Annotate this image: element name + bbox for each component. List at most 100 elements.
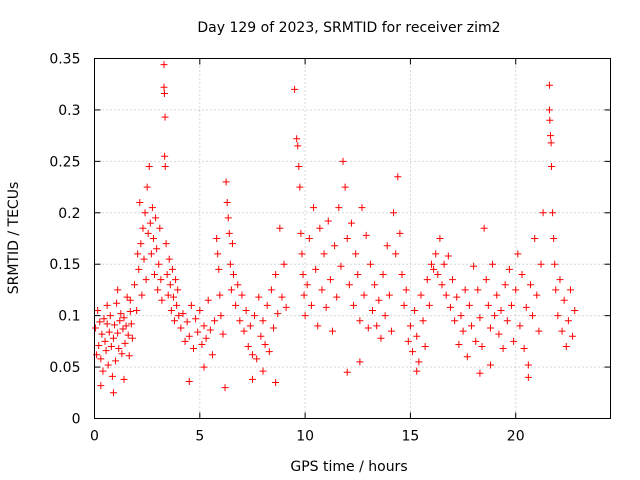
- data-point: [417, 291, 425, 299]
- data-point: [546, 116, 554, 124]
- y-tick-label: 0.35: [49, 52, 80, 68]
- data-point: [522, 303, 530, 311]
- data-point: [423, 276, 431, 284]
- data-point: [341, 183, 349, 191]
- data-point: [430, 265, 438, 273]
- data-point: [169, 293, 177, 301]
- data-point: [497, 307, 505, 314]
- data-point: [217, 312, 225, 320]
- data-point: [440, 260, 448, 268]
- data-point: [141, 209, 149, 217]
- data-point: [343, 368, 351, 376]
- data-point: [208, 351, 216, 359]
- data-point: [211, 317, 219, 325]
- data-point: [97, 355, 105, 363]
- data-point: [140, 255, 148, 263]
- data-point: [356, 358, 364, 366]
- data-point: [551, 260, 559, 268]
- data-point: [161, 163, 169, 170]
- data-point: [337, 262, 345, 270]
- data-point: [560, 296, 568, 304]
- data-point: [362, 231, 370, 239]
- data-point: [206, 326, 214, 334]
- data-point: [139, 224, 147, 232]
- y-tick-label: 0: [72, 412, 81, 428]
- data-point: [145, 163, 153, 170]
- data-point: [146, 219, 154, 227]
- data-point: [143, 183, 151, 191]
- data-point: [172, 276, 180, 284]
- data-point: [126, 308, 134, 316]
- data-point: [272, 271, 280, 278]
- data-point: [179, 310, 187, 318]
- data-point: [518, 271, 526, 278]
- data-point: [133, 307, 141, 314]
- data-point: [350, 301, 358, 309]
- data-point: [198, 340, 206, 348]
- data-point: [328, 327, 336, 335]
- data-point: [227, 286, 235, 294]
- data-point: [369, 307, 377, 314]
- data-point: [394, 173, 402, 181]
- data-point: [486, 324, 494, 332]
- data-point: [280, 260, 288, 268]
- data-point: [547, 139, 555, 147]
- data-point: [278, 293, 286, 301]
- data-point: [114, 286, 122, 294]
- data-point: [524, 361, 532, 369]
- data-point: [484, 301, 492, 309]
- data-point: [324, 217, 332, 225]
- data-point: [102, 347, 110, 355]
- data-point: [113, 299, 121, 307]
- data-point: [147, 250, 155, 258]
- data-point: [375, 296, 383, 304]
- data-point: [413, 332, 421, 340]
- x-tick-label: 20: [507, 429, 525, 445]
- data-point: [409, 348, 417, 356]
- data-point: [251, 312, 259, 320]
- data-point: [157, 276, 165, 284]
- data-point: [354, 271, 362, 278]
- data-point: [107, 343, 115, 350]
- data-point: [270, 324, 278, 332]
- data-point: [297, 229, 305, 237]
- data-point: [545, 81, 553, 89]
- data-point: [305, 235, 313, 242]
- data-points: [92, 61, 579, 397]
- data-point: [116, 317, 124, 325]
- data-point: [136, 199, 144, 206]
- data-point: [320, 250, 328, 258]
- data-point: [491, 312, 499, 320]
- data-point: [117, 310, 125, 318]
- data-point: [476, 369, 484, 377]
- axis-ticks: [94, 58, 611, 419]
- data-point: [404, 337, 412, 345]
- data-point: [181, 337, 189, 345]
- data-point: [486, 361, 494, 369]
- data-point: [476, 314, 484, 322]
- data-point: [516, 322, 524, 330]
- data-point: [230, 271, 238, 278]
- data-point: [550, 235, 558, 242]
- data-point: [545, 106, 553, 114]
- data-point: [194, 328, 202, 336]
- data-point: [120, 314, 128, 322]
- data-point: [489, 260, 497, 268]
- data-point: [267, 286, 275, 294]
- data-point: [400, 301, 408, 309]
- data-point: [451, 317, 459, 325]
- data-point: [352, 250, 360, 258]
- data-point: [99, 367, 107, 375]
- x-tick-label: 0: [90, 429, 99, 445]
- data-point: [114, 329, 122, 337]
- data-point: [514, 250, 522, 258]
- data-point: [98, 330, 106, 338]
- data-point: [171, 317, 179, 325]
- data-point: [282, 303, 290, 311]
- data-point: [152, 214, 160, 222]
- data-point: [238, 291, 246, 299]
- data-point: [524, 373, 532, 381]
- data-point: [299, 271, 307, 278]
- data-point: [244, 343, 252, 350]
- data-point: [167, 307, 175, 314]
